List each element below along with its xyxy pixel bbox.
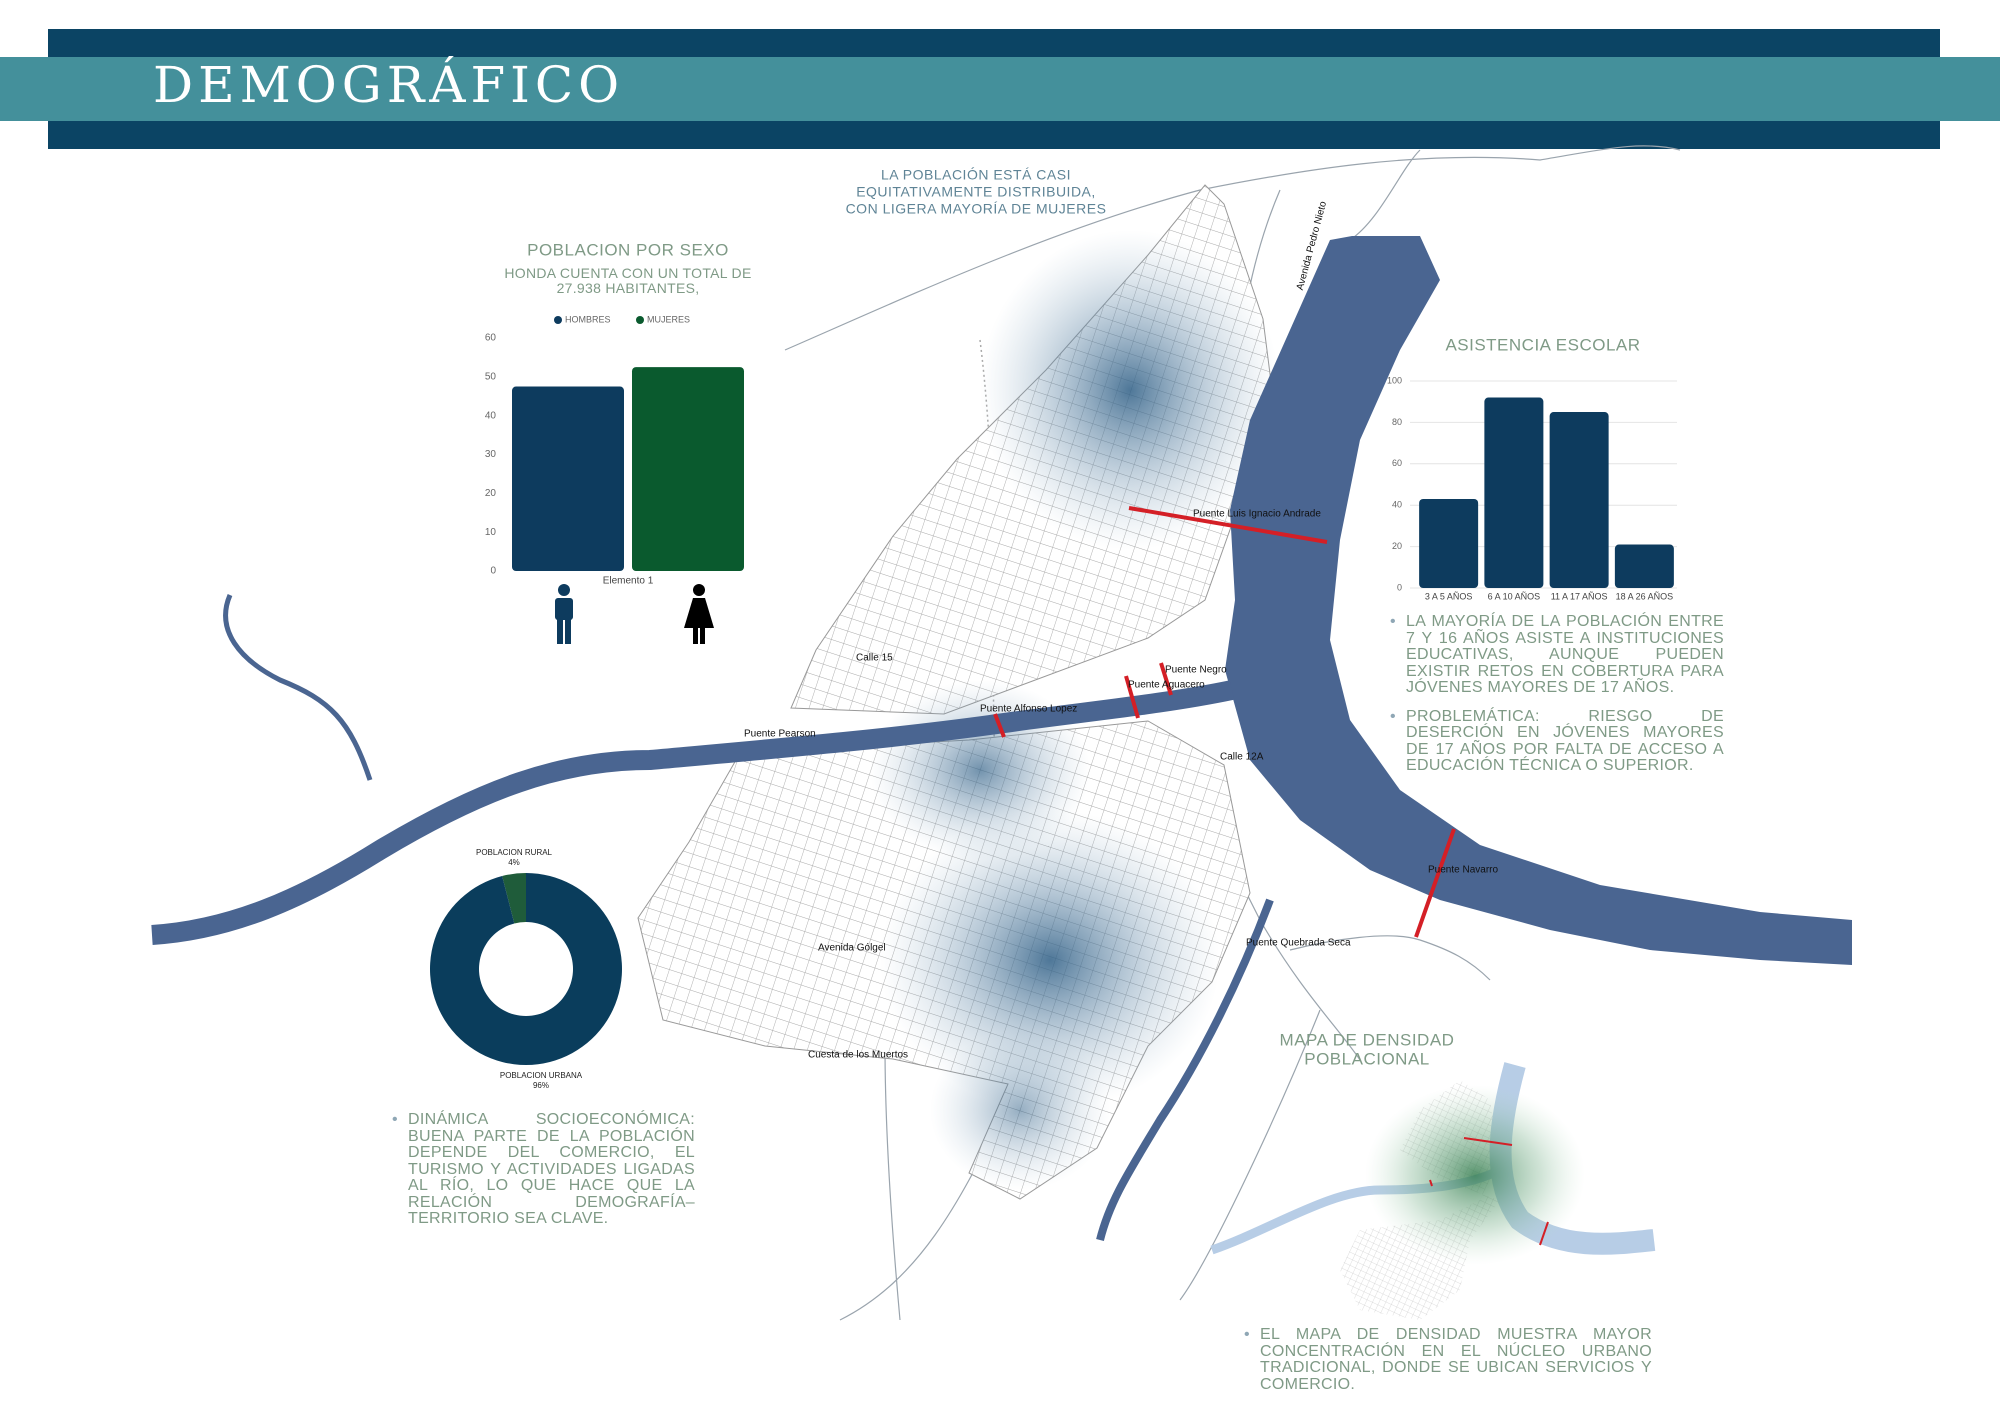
slice-value: 4% [508,858,520,867]
pie-slice [430,873,622,1065]
bullet: PROBLEMÁTICA: RIESGO DE DESERCIÓN EN JÓV… [1390,708,1724,775]
magdalena-river [1225,236,1852,965]
density-mini-map [1210,1062,1656,1320]
bridges [993,506,1456,938]
map-label: Avenida Gólgel [818,943,886,954]
y-tick-label: 50 [485,371,497,382]
charts: 0 10 20 30 40 50 60 Elemento 1 HOMBRES MUJERES 0 20… [430,314,1677,1090]
slice-label: POBLACION RURAL [476,848,553,857]
annotation-line: EQUITATIVAMENTE DISTRIBUIDA, [856,184,1096,200]
bullet: LA MAYORÍA DE LA POBLACIÓN ENTRE 7 Y 16 … [1390,613,1724,697]
y-tick-label: 30 [485,449,497,460]
y-tick-label: 0 [490,566,496,577]
slice-value: 96% [533,1081,549,1090]
map-label: Puente Navarro [1428,865,1498,876]
header-strip [0,57,2000,121]
x-tick-label: Elemento 1 [603,576,654,587]
x-tick-label: 11 A 17 AÑOS [1551,591,1608,601]
map-label: Calle 12A [1220,752,1264,763]
bullet: DINÁMICA SOCIOECONÓMICA: BUENA PARTE DE … [392,1111,695,1228]
density-glow [930,1030,1110,1190]
bar [1549,412,1609,588]
density-glow [880,810,1220,1110]
map-label: Puente Negro [1165,665,1227,676]
map-title: MAPA DE DENSIDAD [1280,1030,1455,1049]
slice-label: POBLACION URBANA [500,1071,583,1080]
woman-icon [684,584,714,644]
school-bullets: LA MAYORÍA DE LA POBLACIÓN ENTRE 7 Y 16 … [1390,613,1724,787]
man-icon [555,584,573,644]
bar [512,386,624,571]
map-label: Puente Luis Ignacio Andrade [1193,509,1321,520]
map-label: Cuesta de los Muertos [808,1050,908,1061]
map-title: POBLACIONAL [1304,1049,1430,1068]
annotation-line: CON LIGERA MAYORÍA DE MUJERES [846,201,1107,217]
quebrada-seca [1096,898,1274,1241]
bar [632,367,744,571]
bar [1614,544,1674,588]
tributary [223,594,373,781]
map-label: Puente Quebrada Seca [1246,938,1351,949]
y-tick-label: 60 [485,333,497,344]
chart-title: ASISTENCIA ESCOLAR [1445,335,1640,354]
pie-slice [502,873,526,924]
y-tick-label: 10 [485,527,497,538]
bar [1484,397,1544,588]
chart-subtitle: HONDA CUENTA CON UN TOTAL DE 27.938 HABI… [504,266,752,296]
x-tick-label: 6 A 10 AÑOS [1488,591,1541,601]
socio-bullet-box: DINÁMICA SOCIOECONÓMICA: BUENA PARTE DE … [392,1111,695,1240]
map-label: Puente Aguacero [1128,680,1205,691]
y-tick-label: 100 [1387,375,1402,385]
legend-marker [636,316,644,324]
chart-title: POBLACION POR SEXO [527,240,729,259]
y-tick-label: 20 [1392,541,1402,551]
page-title: DEMOGRÁFICO [153,55,624,114]
legend-marker [554,316,562,324]
legend-label: HOMBRES [565,314,611,324]
x-tick-label: 3 A 5 AÑOS [1425,591,1473,601]
map-label: Puente Pearson [744,729,816,740]
y-tick-label: 40 [485,410,497,421]
y-tick-label: 60 [1392,458,1402,468]
map-label: Puente Alfonso Lopez [980,704,1077,715]
x-tick-label: 18 A 26 AÑOS [1616,591,1674,601]
guali-river [151,680,1235,945]
y-tick-label: 0 [1397,582,1402,592]
annotation-line: LA POBLACIÓN ESTÁ CASI [881,167,1071,183]
density-glow [980,230,1280,550]
y-tick-label: 20 [485,488,497,499]
y-tick-label: 80 [1392,417,1402,427]
density-bullet-box: EL MAPA DE DENSIDAD MUESTRA MAYOR CONCEN… [1244,1326,1652,1405]
bar [1419,498,1479,588]
map-label: Calle 15 [856,653,893,664]
bullet: EL MAPA DE DENSIDAD MUESTRA MAYOR CONCEN… [1244,1326,1652,1393]
legend-label: MUJERES [647,314,690,324]
chart-subtitle-box: HONDA CUENTA CON UN TOTAL DE 27.938 HABI… [504,266,752,296]
y-tick-label: 40 [1392,500,1402,510]
